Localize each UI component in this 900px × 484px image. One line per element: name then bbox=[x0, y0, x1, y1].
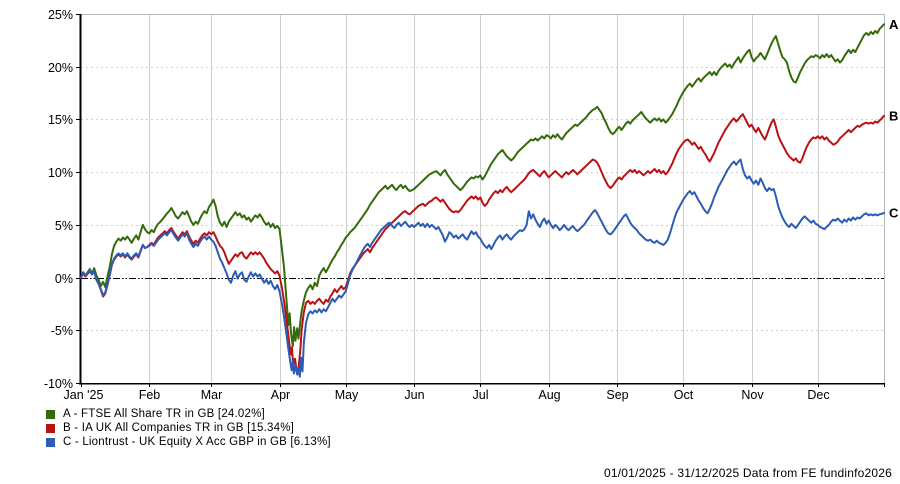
x-axis-label: Nov bbox=[741, 388, 764, 402]
y-axis-label: 0% bbox=[55, 272, 73, 286]
series-end-label-a: A bbox=[889, 17, 899, 32]
x-axis-label: Jul bbox=[473, 388, 489, 402]
performance-chart: Jan '25 Feb Mar Apr May Jun Jul Aug Sep Oct Nov Dec… bbox=[44, 8, 899, 402]
series-c-swatch bbox=[46, 437, 55, 447]
y-axis-label: 20% bbox=[48, 61, 73, 75]
legend-item-c: C - Liontrust - UK Equity X Acc GBP in G… bbox=[46, 435, 331, 449]
y-axis-label: 5% bbox=[55, 219, 73, 233]
series-end-label-b: B bbox=[889, 108, 898, 123]
y-axis-label: -5% bbox=[51, 324, 73, 338]
series-line-a bbox=[80, 23, 885, 348]
x-axis-label: Jan '25 bbox=[64, 388, 104, 402]
legend-item-a: A - FTSE All Share TR in GB [24.02%] bbox=[46, 407, 331, 421]
x-axis-label: Mar bbox=[201, 388, 223, 402]
series-end-label-c: C bbox=[889, 205, 899, 220]
chart-legend: A - FTSE All Share TR in GB [24.02%] B -… bbox=[46, 407, 331, 449]
series-b-swatch bbox=[46, 423, 55, 433]
legend-label-c: C - Liontrust - UK Equity X Acc GBP in G… bbox=[63, 436, 331, 448]
legend-item-b: B - IA UK All Companies TR in GB [15.34%… bbox=[46, 421, 331, 435]
legend-label-a: A - FTSE All Share TR in GB [24.02%] bbox=[63, 408, 265, 420]
series-line-c bbox=[80, 158, 885, 378]
series-line-b bbox=[80, 113, 885, 373]
x-axis-label: Aug bbox=[538, 388, 560, 402]
y-axis-label: -10% bbox=[44, 377, 73, 391]
x-axis-label: Dec bbox=[807, 388, 829, 402]
x-axis-label: Apr bbox=[271, 388, 290, 402]
y-axis-label: 15% bbox=[48, 113, 73, 127]
x-axis-label: Jun bbox=[404, 388, 424, 402]
y-axis-label: 25% bbox=[48, 8, 73, 22]
date-range-footer: 01/01/2025 - 31/12/2025 Data from FE fun… bbox=[604, 466, 892, 480]
x-axis-label: Sep bbox=[606, 388, 628, 402]
x-axis-label: May bbox=[335, 388, 359, 402]
legend-label-b: B - IA UK All Companies TR in GB [15.34%… bbox=[63, 422, 295, 434]
y-axis-label: 10% bbox=[48, 166, 73, 180]
x-axis-label: Feb bbox=[139, 388, 161, 402]
series-a-swatch bbox=[46, 409, 55, 419]
x-axis-label: Oct bbox=[674, 388, 694, 402]
